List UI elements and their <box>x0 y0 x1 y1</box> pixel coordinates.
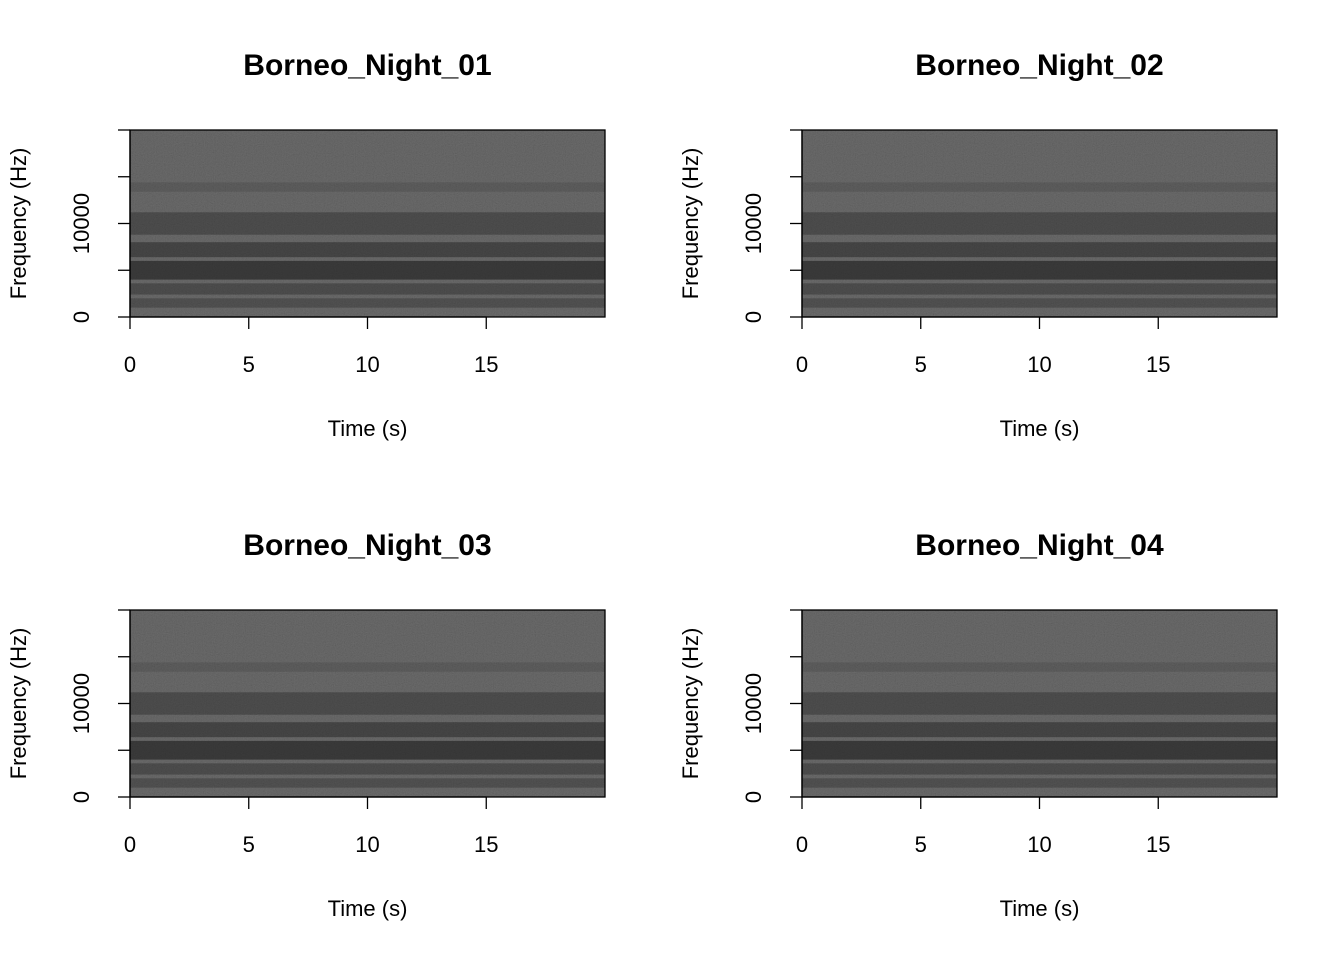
y-axis-label: Frequency (Hz) <box>6 148 31 300</box>
spectrogram-band <box>130 763 605 775</box>
spectrogram-band <box>802 722 1277 738</box>
x-axis-label: Time (s) <box>1000 896 1080 921</box>
spectrogram-band <box>130 298 605 308</box>
spectrogram-band <box>802 242 1277 258</box>
chart-title: Borneo_Night_01 <box>243 49 491 82</box>
spectrogram-band <box>802 778 1277 788</box>
spectrogram-band <box>802 662 1277 672</box>
spectrogram-band <box>130 212 605 235</box>
x-tick-label: 5 <box>915 832 927 857</box>
spectrogram-band <box>130 182 605 192</box>
spectrogram-band <box>802 283 1277 295</box>
spectrogram-noise <box>130 130 605 317</box>
spectrogram-band <box>130 283 605 295</box>
spectrogram-band <box>802 260 1277 280</box>
x-tick-label: 15 <box>474 832 498 857</box>
y-tick-label: 10000 <box>741 673 766 734</box>
x-axis-label: Time (s) <box>1000 416 1080 441</box>
spectrogram-band <box>802 740 1277 760</box>
chart-title: Borneo_Night_04 <box>915 529 1164 562</box>
spectrogram-noise <box>130 610 605 797</box>
y-tick-label: 0 <box>741 311 766 323</box>
spectrogram-band <box>130 740 605 760</box>
y-tick-label: 10000 <box>741 193 766 254</box>
spectrogram-band <box>130 662 605 672</box>
spectrogram-band <box>130 242 605 258</box>
spectrogram-noise <box>802 130 1277 317</box>
x-tick-label: 10 <box>1027 352 1051 377</box>
x-axis-label: Time (s) <box>328 896 408 921</box>
spectrogram-band <box>802 298 1277 308</box>
x-tick-label: 0 <box>796 352 808 377</box>
y-tick-label: 0 <box>69 311 94 323</box>
y-axis-label: Frequency (Hz) <box>678 148 703 300</box>
x-tick-label: 5 <box>243 832 255 857</box>
x-tick-label: 0 <box>124 352 136 377</box>
spectrogram-band <box>802 182 1277 192</box>
x-axis-label: Time (s) <box>328 416 408 441</box>
spectrogram-band <box>130 722 605 738</box>
y-tick-label: 10000 <box>69 673 94 734</box>
spectrogram-band <box>130 778 605 788</box>
chart-title: Borneo_Night_03 <box>243 529 491 562</box>
x-tick-label: 5 <box>243 352 255 377</box>
spectrogram-band <box>802 692 1277 715</box>
x-tick-label: 0 <box>796 832 808 857</box>
y-axis-label: Frequency (Hz) <box>6 628 31 780</box>
spectrogram-band <box>802 763 1277 775</box>
spectrogram-noise <box>802 610 1277 797</box>
spectrogram-band <box>130 260 605 280</box>
y-tick-label: 0 <box>69 791 94 803</box>
spectrogram-band <box>802 212 1277 235</box>
y-tick-label: 10000 <box>69 193 94 254</box>
y-axis-label: Frequency (Hz) <box>678 628 703 780</box>
x-tick-label: 5 <box>915 352 927 377</box>
y-tick-label: 0 <box>741 791 766 803</box>
x-tick-label: 15 <box>474 352 498 377</box>
x-tick-label: 10 <box>1027 832 1051 857</box>
chart-title: Borneo_Night_02 <box>915 49 1163 82</box>
x-tick-label: 0 <box>124 832 136 857</box>
x-tick-label: 10 <box>355 352 379 377</box>
x-tick-label: 15 <box>1146 832 1170 857</box>
x-tick-label: 15 <box>1146 352 1170 377</box>
spectrogram-band <box>130 692 605 715</box>
x-tick-label: 10 <box>355 832 379 857</box>
